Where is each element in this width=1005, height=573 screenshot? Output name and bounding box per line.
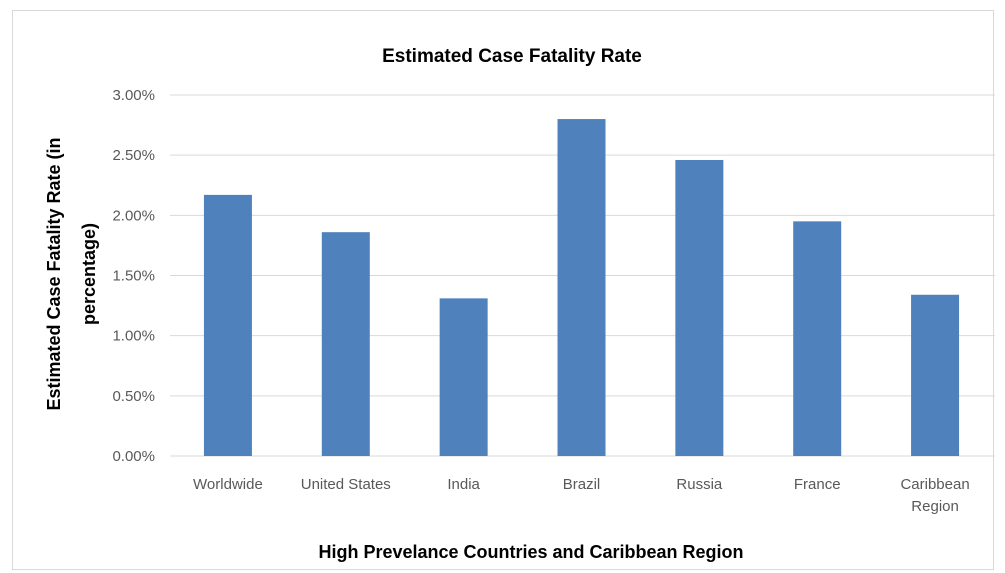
- x-axis-title: High Prevelance Countries and Caribbean …: [318, 542, 743, 562]
- y-tick-label: 0.50%: [112, 388, 155, 405]
- y-axis-title-line-2: percentage): [79, 223, 99, 325]
- x-category-label: India: [447, 476, 480, 493]
- bar: [203, 194, 252, 457]
- x-category-label: France: [794, 476, 841, 493]
- x-axis-categories: Worldwide United States India Brazil Russia F…: [193, 476, 970, 515]
- x-category-label: Russia: [676, 476, 723, 493]
- y-tick-label: 0.00%: [112, 448, 155, 465]
- y-tick-label: 2.00%: [112, 207, 155, 224]
- chart-title: Estimated Case Fatality Rate: [382, 46, 642, 67]
- bars: [203, 119, 960, 457]
- y-tick-label: 2.50%: [112, 147, 155, 164]
- x-category-label: Caribbean: [900, 476, 969, 493]
- y-axis-title-line-1: Estimated Case Fatality Rate (in: [44, 137, 64, 410]
- y-tick-label: 1.00%: [112, 328, 155, 345]
- bar: [439, 298, 488, 456]
- bar: [793, 221, 842, 456]
- x-category-label: Brazil: [563, 476, 601, 493]
- x-category-label: Region: [911, 498, 959, 515]
- bar: [321, 232, 370, 456]
- y-axis-ticks: 0.00% 0.50% 1.00% 1.50% 2.00% 2.50% 3.00%: [112, 87, 155, 465]
- y-tick-label: 3.00%: [112, 87, 155, 104]
- x-category-label: Worldwide: [193, 476, 263, 493]
- y-tick-label: 1.50%: [112, 268, 155, 285]
- bar: [557, 119, 606, 457]
- bar: [675, 159, 724, 457]
- bar: [911, 294, 960, 456]
- x-category-label: United States: [301, 476, 391, 493]
- y-axis-title: Estimated Case Fatality Rate (in percent…: [44, 137, 99, 410]
